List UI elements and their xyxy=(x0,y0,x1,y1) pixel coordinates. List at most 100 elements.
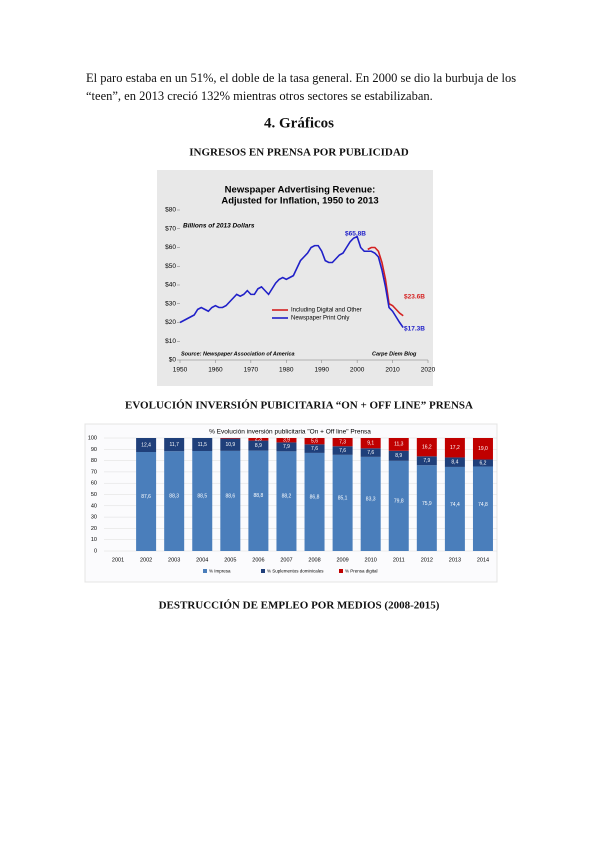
x-tick-label: 1950 xyxy=(173,367,188,374)
bar-segment xyxy=(164,451,185,551)
series-line xyxy=(179,235,404,329)
bar-segment xyxy=(276,442,297,452)
bar-value-label: 6,2 xyxy=(479,460,486,466)
figure-caption: DESTRUCCIÓN DE EMPLEO POR MEDIOS (2008-2… xyxy=(159,600,440,612)
bar-value-label: 88,2 xyxy=(282,494,292,500)
bar-value-label: 8,9 xyxy=(255,443,262,449)
bar-segment xyxy=(360,438,381,449)
y-tick-label: $70 xyxy=(165,225,176,232)
bar-value-label: 16,2 xyxy=(422,444,432,450)
y-tick-label: $10 xyxy=(165,338,176,345)
bar-segment xyxy=(136,452,157,551)
x-tick-label: 1990 xyxy=(314,367,329,374)
bar-segment xyxy=(472,438,493,460)
bar-value-label: 74,4 xyxy=(450,502,460,508)
x-tick-label: 2010 xyxy=(365,557,377,563)
legend-swatch xyxy=(339,569,343,573)
source-note: Source: Newspaper Association of America xyxy=(181,351,295,357)
bar-value-label: 12,4 xyxy=(141,442,151,448)
bar-segment xyxy=(220,438,241,439)
bar-segment xyxy=(136,438,157,453)
bar-value-label: 88,6 xyxy=(225,493,235,499)
legend-label: % Prensa digital xyxy=(345,569,378,574)
bar-value-label: 17,2 xyxy=(450,445,460,451)
bar-value-label: 88,3 xyxy=(169,493,179,499)
x-tick-label: 2014 xyxy=(477,557,489,563)
bar-value-label: 7,6 xyxy=(367,450,374,456)
bar-value-label: 7,6 xyxy=(311,446,318,452)
bar-segment xyxy=(444,457,465,467)
y-tick-label: 30 xyxy=(91,515,97,521)
x-tick-label: 2011 xyxy=(393,557,405,563)
x-tick-label: 2007 xyxy=(280,557,292,563)
bar-segment xyxy=(304,444,325,453)
bar-value-label: 79,8 xyxy=(394,499,404,505)
bar-value-label: 87,6 xyxy=(141,494,151,500)
bar-value-label: 9,1 xyxy=(367,440,374,446)
chart-title: Adjusted for Inflation, 1950 to 2013 xyxy=(221,196,378,207)
x-tick-label: 2010 xyxy=(385,367,400,374)
x-tick-label: 2005 xyxy=(224,557,236,563)
bar-segment xyxy=(192,450,213,551)
paragraph-line: “teen”, en 2013 creció 132% mientras otr… xyxy=(86,89,433,103)
bar-segment xyxy=(388,438,409,451)
bar-value-label: 83,3 xyxy=(366,497,376,503)
figure-caption: INGRESOS EN PRENSA POR PUBLICIDAD xyxy=(189,147,408,159)
bar-segment xyxy=(444,466,465,551)
bar-value-label: 85,1 xyxy=(338,495,348,501)
section-heading: 4. Gráficos xyxy=(264,115,334,131)
x-tick-label: 2012 xyxy=(421,557,433,563)
bar-segment xyxy=(332,446,353,455)
x-tick-label: 2004 xyxy=(196,557,208,563)
y-tick-label: 90 xyxy=(91,447,97,453)
y-tick-label: 60 xyxy=(91,481,97,487)
legend-label: % Suplementos dominicales xyxy=(267,569,324,574)
chart-title: % Evolución inversión publicitaria "On +… xyxy=(209,429,371,436)
bar-segment xyxy=(360,456,381,551)
chart-subtitle: Billions of 2013 Dollars xyxy=(183,223,255,230)
x-tick-label: 2006 xyxy=(252,557,264,563)
bar-segment xyxy=(220,450,241,551)
y-tick-label: $30 xyxy=(165,300,176,307)
bar-value-label: 10,9 xyxy=(225,442,235,448)
bar-value-label: 8,9 xyxy=(395,453,402,459)
bar-segment xyxy=(444,438,465,458)
x-tick-label: 2020 xyxy=(421,367,436,374)
bar-value-label: 7,6 xyxy=(339,448,346,454)
bar-segment xyxy=(192,438,213,451)
y-tick-label: 80 xyxy=(91,458,97,464)
bar-value-label: 86,8 xyxy=(310,494,320,500)
x-tick-label: 2001 xyxy=(112,557,124,563)
bar-value-label: 7,9 xyxy=(423,458,430,464)
bar-segment xyxy=(360,448,381,457)
bar-segment xyxy=(388,450,409,461)
bar-value-label: 7,9 xyxy=(283,444,290,450)
x-tick-label: 2009 xyxy=(336,557,348,563)
bar-segment xyxy=(416,438,437,457)
x-tick-label: 2003 xyxy=(168,557,180,563)
chart-frame xyxy=(157,170,433,386)
bar-value-label: 11,3 xyxy=(394,442,404,448)
bar-segment xyxy=(304,438,325,445)
figure-caption: EVOLUCIÓN INVERSIÓN PUBICITARIA “ON + OF… xyxy=(125,400,473,412)
paragraph-line: El paro estaba en un 51%, el doble de la… xyxy=(86,71,516,85)
bar-value-label: 2,3 xyxy=(255,437,262,443)
x-tick-label: 1970 xyxy=(244,367,259,374)
bar-value-label: 3,9 xyxy=(283,438,290,444)
bar-segment xyxy=(248,440,269,451)
y-tick-label: 20 xyxy=(91,526,97,532)
annotation: $23.6B xyxy=(404,294,425,301)
bar-segment xyxy=(220,438,241,451)
bar-segment xyxy=(416,465,437,551)
bar-segment xyxy=(416,456,437,466)
legend-label: Including Digital and Other xyxy=(291,308,362,314)
y-tick-label: 100 xyxy=(88,435,97,441)
y-tick-label: $80 xyxy=(165,207,176,214)
y-tick-label: 10 xyxy=(91,537,97,543)
bar-segment xyxy=(248,450,269,551)
bar-segment xyxy=(332,438,353,447)
x-tick-label: 2008 xyxy=(308,557,320,563)
bar-segment xyxy=(388,460,409,551)
legend-swatch xyxy=(203,569,207,573)
